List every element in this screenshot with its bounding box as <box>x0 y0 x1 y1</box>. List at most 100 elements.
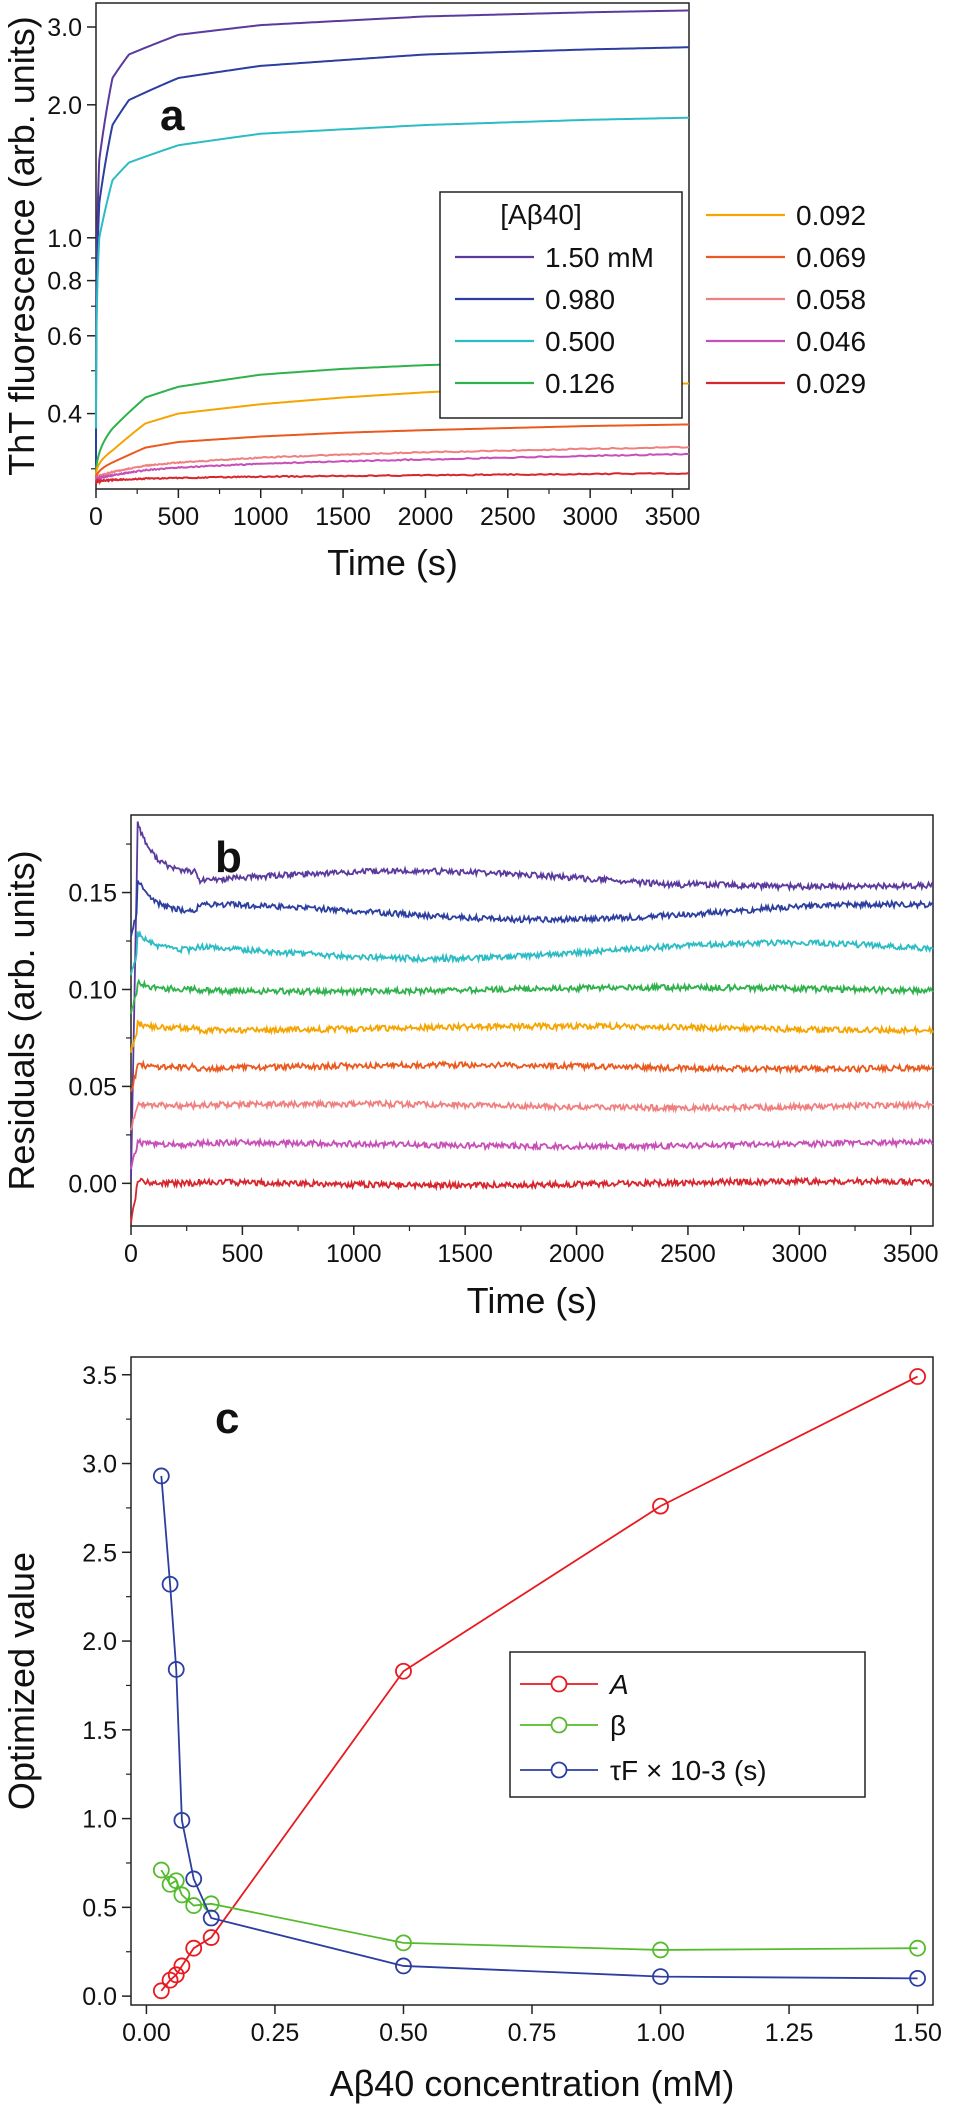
panel-a-y-tick-label: 2.0 <box>47 92 82 120</box>
panel-c-data-point <box>202 1895 220 1913</box>
panel-b-x-tick-label: 2000 <box>549 1240 605 1268</box>
panel-a-series-line <box>95 423 690 479</box>
panel-c-data-point <box>161 1575 179 1593</box>
panel-c-x-tick-label: 0.25 <box>251 2019 300 2047</box>
panel-a-legend-entry: 0.046 <box>796 326 866 357</box>
panel-a-legend-entry: 0.126 <box>545 368 615 399</box>
panel-a-series-line <box>95 472 690 486</box>
panel-b-y-tick-label: 0.00 <box>68 1170 117 1198</box>
panel-b-residual-line <box>130 929 934 976</box>
panel-a-y-tick-label: 0.6 <box>47 323 82 351</box>
panel-c-data-point <box>395 1662 412 1680</box>
panel-c-data-point <box>909 1368 926 1385</box>
panel-a-legend-box <box>439 191 683 419</box>
panel-c-data-point <box>909 1939 926 1957</box>
panel-c-data-point <box>167 1966 185 1984</box>
panel-c-data-point <box>185 1870 203 1888</box>
panel-a-legend-entry: 0.058 <box>796 284 866 315</box>
panel-a-legend-entry: 0.500 <box>545 326 615 357</box>
panel-a-x-tick-label: 3000 <box>562 503 618 531</box>
panel-b-residual-line <box>130 1136 934 1170</box>
panel-b-x-tick-label: 0 <box>124 1240 138 1268</box>
panel-a-x-tick-label: 500 <box>158 503 200 531</box>
panel-c-legend-marker <box>550 1675 568 1693</box>
panel-a-x-tick-label: 1000 <box>233 503 289 531</box>
panel-a-series-line <box>95 445 690 484</box>
panel-c-y-tick-label: 3.5 <box>82 1362 117 1390</box>
panel-c-series-line <box>160 1869 918 1951</box>
panel-c-legend-entry: β <box>610 1710 626 1741</box>
panel-c-x-tick-label: 1.00 <box>636 2019 685 2047</box>
panel-b-x-tick-label: 3500 <box>883 1240 939 1268</box>
panel-b-y-tick-label: 0.10 <box>68 976 117 1004</box>
panel-c-data-point <box>652 1941 669 1959</box>
panel-b-y-tick-label: 0.05 <box>68 1073 117 1101</box>
panel-b-residual-line <box>130 1059 934 1092</box>
panel-c-data-point <box>202 1929 220 1946</box>
panel-c-data-point <box>185 1939 203 1957</box>
panel-a-series-line <box>95 452 690 483</box>
panel-a-x-tick-label: 1500 <box>315 503 371 531</box>
panel-b-residual-line <box>130 978 934 1015</box>
panel-c-y-axis-title: Optimized value <box>1 1552 42 1810</box>
panel-c-legend-entry: A <box>608 1669 629 1700</box>
panel-b-frame <box>130 814 934 1227</box>
panel-b-x-tick-label: 2500 <box>660 1240 716 1268</box>
panel-b-x-tick-label: 1000 <box>326 1240 382 1268</box>
panel-b-x-tick-label: 3000 <box>772 1240 828 1268</box>
panel-a-x-tick-label: 2500 <box>480 503 536 531</box>
panel-c-series-line <box>160 1475 918 1980</box>
panel-c-x-tick-label: 1.50 <box>893 2019 942 2047</box>
panel-c-legend-marker <box>550 1716 568 1734</box>
panel-c-x-axis-title: Aβ40 concentration (mM) <box>330 2063 735 2104</box>
panel-a-legend-entry: 0.092 <box>796 200 866 231</box>
panel-b-y-axis-title: Residuals (arb. units) <box>1 850 42 1190</box>
panel-a-x-tick-label: 2000 <box>398 503 454 531</box>
panel-c-data-point <box>152 1467 170 1485</box>
panel-c-data-point <box>173 1957 191 1975</box>
panel-a-y-tick-label: 3.0 <box>47 14 82 42</box>
panel-c-legend-entry: τF × 10-3 (s) <box>610 1755 767 1786</box>
panel-a-series-line <box>95 46 690 469</box>
panel-a-legend-entry: 0.980 <box>545 284 615 315</box>
panel-c-data-point <box>202 1909 220 1927</box>
panel-c-x-tick-label: 0.75 <box>508 2019 557 2047</box>
panel-a-y-axis-title: ThT fluorescence (arb. units) <box>1 16 42 476</box>
panel-b-residual-line <box>130 1175 934 1224</box>
panel-b-x-tick-label: 500 <box>222 1240 264 1268</box>
panel-b-letter: b <box>215 833 242 882</box>
panel-a-legend-title: [Aβ40] <box>500 199 581 230</box>
panel-c-series-line <box>160 1375 918 1992</box>
panel-c-data-point <box>185 1897 203 1914</box>
panel-b-x-tick-label: 1500 <box>437 1240 493 1268</box>
panel-a-x-tick-label: 0 <box>89 503 103 531</box>
panel-c-data-point <box>161 1971 179 1989</box>
panel-c-y-tick-label: 2.0 <box>82 1628 117 1656</box>
panel-b-x-axis-title: Time (s) <box>467 1280 598 1321</box>
panel-a-legend-entry: 1.50 mM <box>545 242 654 273</box>
panel-c-data-point <box>652 1968 669 1985</box>
panel-a-legend-entry: 0.069 <box>796 242 866 273</box>
panel-c-legend: Aβ τF × 10-3 (s) <box>509 1651 866 1798</box>
panel-a-series-line <box>95 9 690 469</box>
panel-c-data-point <box>395 1957 412 1975</box>
panel-c-y-tick-label: 3.0 <box>82 1451 117 1479</box>
panel-c-x-tick-label: 0.50 <box>379 2019 428 2047</box>
panel-c-data-point <box>909 1969 926 1987</box>
panel-a-x-axis-title: Time (s) <box>327 542 458 583</box>
panel-c-legend-marker <box>550 1761 568 1779</box>
panel-c-data-point <box>173 1886 191 1904</box>
panel-c-data-point <box>167 1661 185 1678</box>
panel-c-y-tick-label: 2.5 <box>82 1539 117 1567</box>
panel-c-data-point <box>167 1872 185 1890</box>
panel-b-residual-line <box>130 1019 934 1053</box>
panel-a-legend: [Aβ40] 1.50 mM 0.980 0.500 0.126 0.092 0.069 0.… <box>439 191 866 419</box>
panel-a-y-tick-label: 0.4 <box>47 401 82 429</box>
panel-b-residual-line <box>130 1098 934 1131</box>
panel-c-y-tick-label: 1.5 <box>82 1717 117 1745</box>
panel-c-y-tick-label: 0.0 <box>82 1983 117 2011</box>
panel-a-legend-entry: 0.029 <box>796 368 866 399</box>
panel-a-y-tick-label: 1.0 <box>47 225 82 253</box>
panel-b-residual-line <box>130 880 934 937</box>
